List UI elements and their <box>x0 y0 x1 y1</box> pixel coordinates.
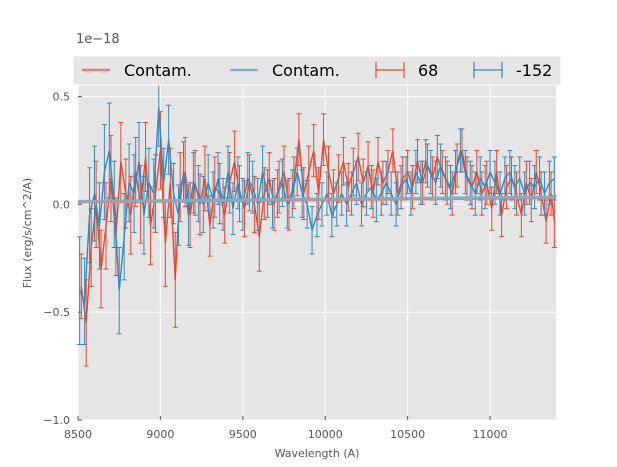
y-offset-label: 1e−18 <box>76 32 120 47</box>
legend-label: -152 <box>516 61 552 80</box>
legend-item: Contam. <box>230 61 340 80</box>
data-series <box>77 74 557 367</box>
x-tick-label: 9500 <box>229 428 257 441</box>
x-tick-label: 9000 <box>146 428 174 441</box>
x-tick-label: 11000 <box>473 428 508 441</box>
legend: Contam. Contam. 68 -152 <box>72 55 562 86</box>
legend-item: 68 <box>375 61 438 80</box>
contam-line-blue <box>77 195 557 203</box>
x-tick-label: 10500 <box>390 428 425 441</box>
x-tick-label: 8500 <box>64 428 92 441</box>
y-tick-label: −1.0 <box>43 414 70 427</box>
legend-label: Contam. <box>124 61 192 80</box>
y-axis-label: Flux (erg/s/cm^2/A) <box>21 178 34 288</box>
series-line <box>78 107 555 302</box>
legend-label: Contam. <box>272 61 340 80</box>
contamination-lines <box>77 195 557 204</box>
y-tick-label: −0.5 <box>43 306 70 319</box>
legend-item: -152 <box>473 61 552 80</box>
x-axis-label: Wavelength (A) <box>275 447 360 460</box>
y-tick-label: 0.5 <box>53 91 71 104</box>
legend-item: Contam. <box>82 61 192 80</box>
series--152 <box>77 74 557 346</box>
axis-ticks: 8500 9000 9500 10000 10500 11000 −1.0 −0.5 0.0 0.… <box>43 91 507 441</box>
plot-background <box>78 75 556 420</box>
y-tick-label: 0.0 <box>53 198 71 211</box>
x-tick-label: 10000 <box>308 428 343 441</box>
legend-label: 68 <box>418 61 438 80</box>
